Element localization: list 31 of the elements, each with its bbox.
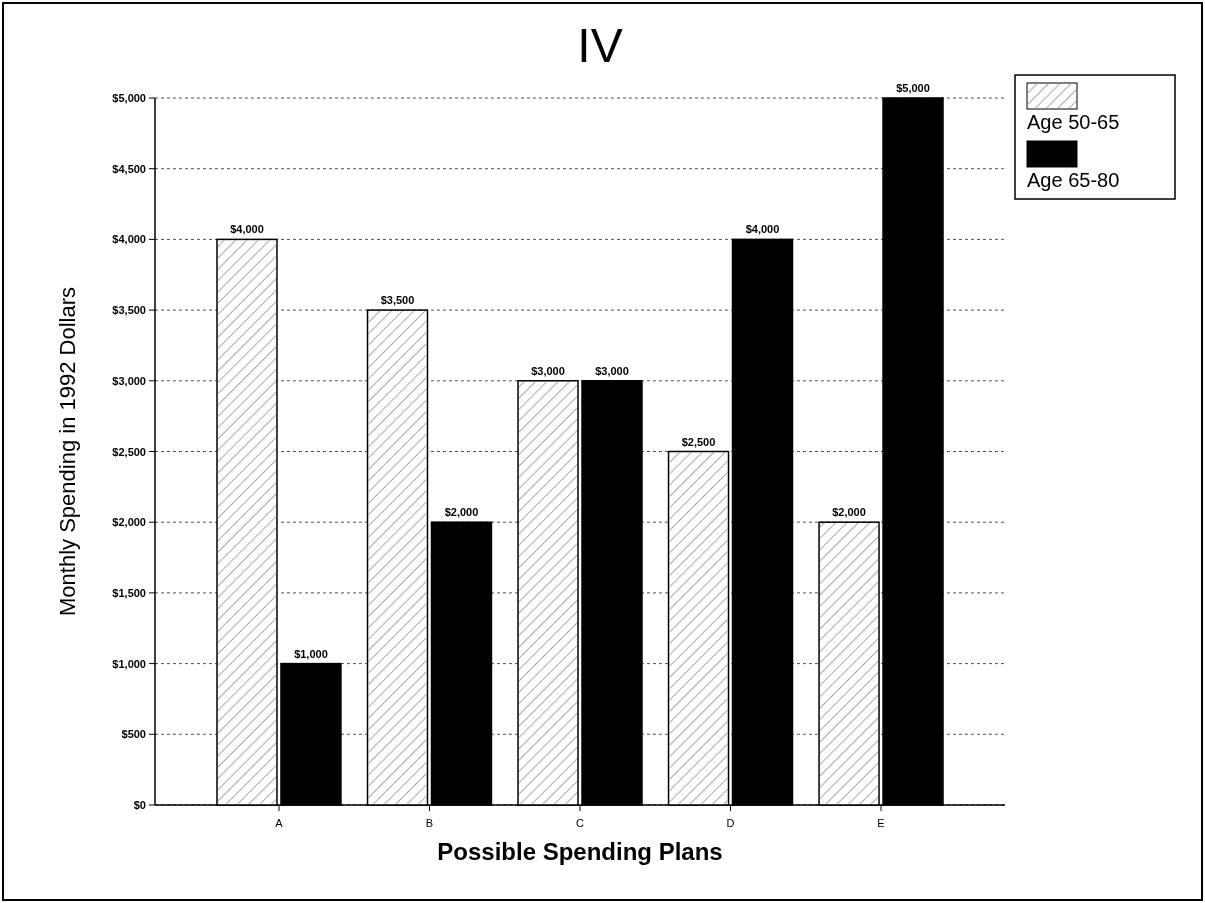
- x-tick-label: E: [877, 817, 885, 829]
- y-tick-label: $2,500: [112, 445, 146, 458]
- y-tick-label: $5,000: [112, 92, 146, 104]
- x-tick-label: D: [726, 817, 735, 829]
- data-label: $3,000: [531, 364, 565, 377]
- legend-label: Age 50-65: [1027, 111, 1120, 133]
- data-label: $2,000: [832, 506, 866, 519]
- y-tick-label: $1,500: [112, 586, 146, 599]
- data-label: $2,500: [681, 435, 716, 448]
- legend-label: Age 65-80: [1027, 169, 1120, 191]
- data-label: $3,000: [595, 364, 629, 377]
- x-tick-label: B: [425, 817, 434, 829]
- data-label: $4,000: [745, 223, 780, 236]
- y-tick-label: $2,000: [112, 516, 146, 529]
- y-tick-label: $500: [121, 728, 146, 741]
- y-tick-label: $4,000: [112, 233, 146, 246]
- y-tick-label: $4,500: [112, 162, 146, 175]
- y-tick-label: $1,000: [112, 657, 146, 670]
- data-label: $1,000: [294, 647, 328, 660]
- data-label: $4,000: [230, 223, 264, 236]
- y-tick-label: $3,500: [112, 304, 146, 317]
- data-label: $5,000: [896, 82, 930, 94]
- data-label: $2,000: [444, 506, 479, 519]
- x-tick-label: C: [576, 817, 585, 829]
- y-axis-title: Monthly Spending in 1992 Dollars: [55, 287, 80, 616]
- chart-title: IV: [577, 19, 623, 72]
- x-axis-title: Possible Spending Plans: [437, 838, 723, 865]
- y-tick-label: $3,000: [112, 374, 146, 387]
- x-tick-label: A: [275, 817, 284, 829]
- y-tick-label: $0: [133, 799, 146, 811]
- data-label: $3,500: [380, 294, 415, 307]
